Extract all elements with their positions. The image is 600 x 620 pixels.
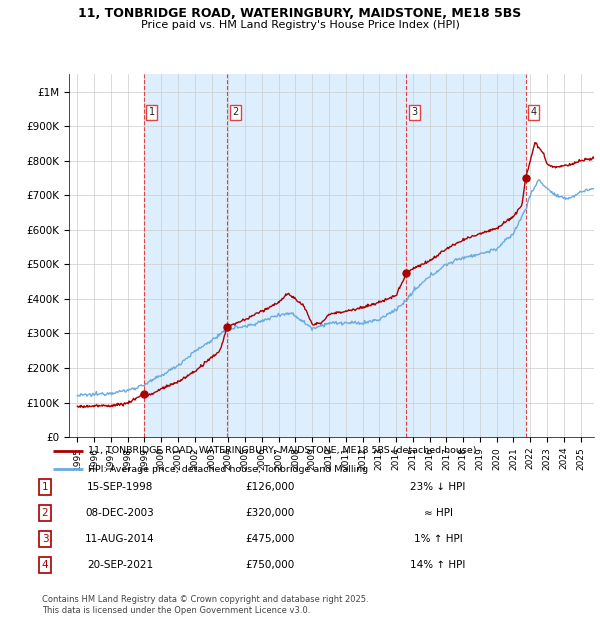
Text: Contains HM Land Registry data © Crown copyright and database right 2025.: Contains HM Land Registry data © Crown c…	[42, 595, 368, 604]
Text: This data is licensed under the Open Government Licence v3.0.: This data is licensed under the Open Gov…	[42, 606, 310, 616]
Text: 08-DEC-2003: 08-DEC-2003	[86, 508, 154, 518]
Text: 1: 1	[41, 482, 49, 492]
Text: 2: 2	[41, 508, 49, 518]
Text: 4: 4	[530, 107, 537, 117]
Text: 20-SEP-2021: 20-SEP-2021	[87, 560, 153, 570]
Text: 3: 3	[41, 534, 49, 544]
Text: 1: 1	[149, 107, 155, 117]
Text: £126,000: £126,000	[245, 482, 295, 492]
Bar	[227, 74, 406, 437]
Text: 4: 4	[41, 560, 49, 570]
Bar	[406, 74, 526, 437]
Text: 23% ↓ HPI: 23% ↓ HPI	[410, 482, 466, 492]
Text: 1% ↑ HPI: 1% ↑ HPI	[413, 534, 463, 544]
Text: 11, TONBRIDGE ROAD, WATERINGBURY, MAIDSTONE, ME18 5BS: 11, TONBRIDGE ROAD, WATERINGBURY, MAIDST…	[79, 7, 521, 20]
Text: HPI: Average price, detached house, Tonbridge and Malling: HPI: Average price, detached house, Tonb…	[88, 464, 368, 474]
Bar	[144, 74, 227, 437]
Text: 11, TONBRIDGE ROAD, WATERINGBURY, MAIDSTONE, ME18 5BS (detached house): 11, TONBRIDGE ROAD, WATERINGBURY, MAIDST…	[88, 446, 476, 455]
Text: 3: 3	[412, 107, 418, 117]
Text: 11-AUG-2014: 11-AUG-2014	[85, 534, 155, 544]
Text: 14% ↑ HPI: 14% ↑ HPI	[410, 560, 466, 570]
Text: 15-SEP-1998: 15-SEP-1998	[87, 482, 153, 492]
Text: Price paid vs. HM Land Registry's House Price Index (HPI): Price paid vs. HM Land Registry's House …	[140, 20, 460, 30]
Text: £475,000: £475,000	[245, 534, 295, 544]
Text: £320,000: £320,000	[245, 508, 295, 518]
Text: ≈ HPI: ≈ HPI	[424, 508, 452, 518]
Text: 2: 2	[232, 107, 238, 117]
Text: £750,000: £750,000	[245, 560, 295, 570]
